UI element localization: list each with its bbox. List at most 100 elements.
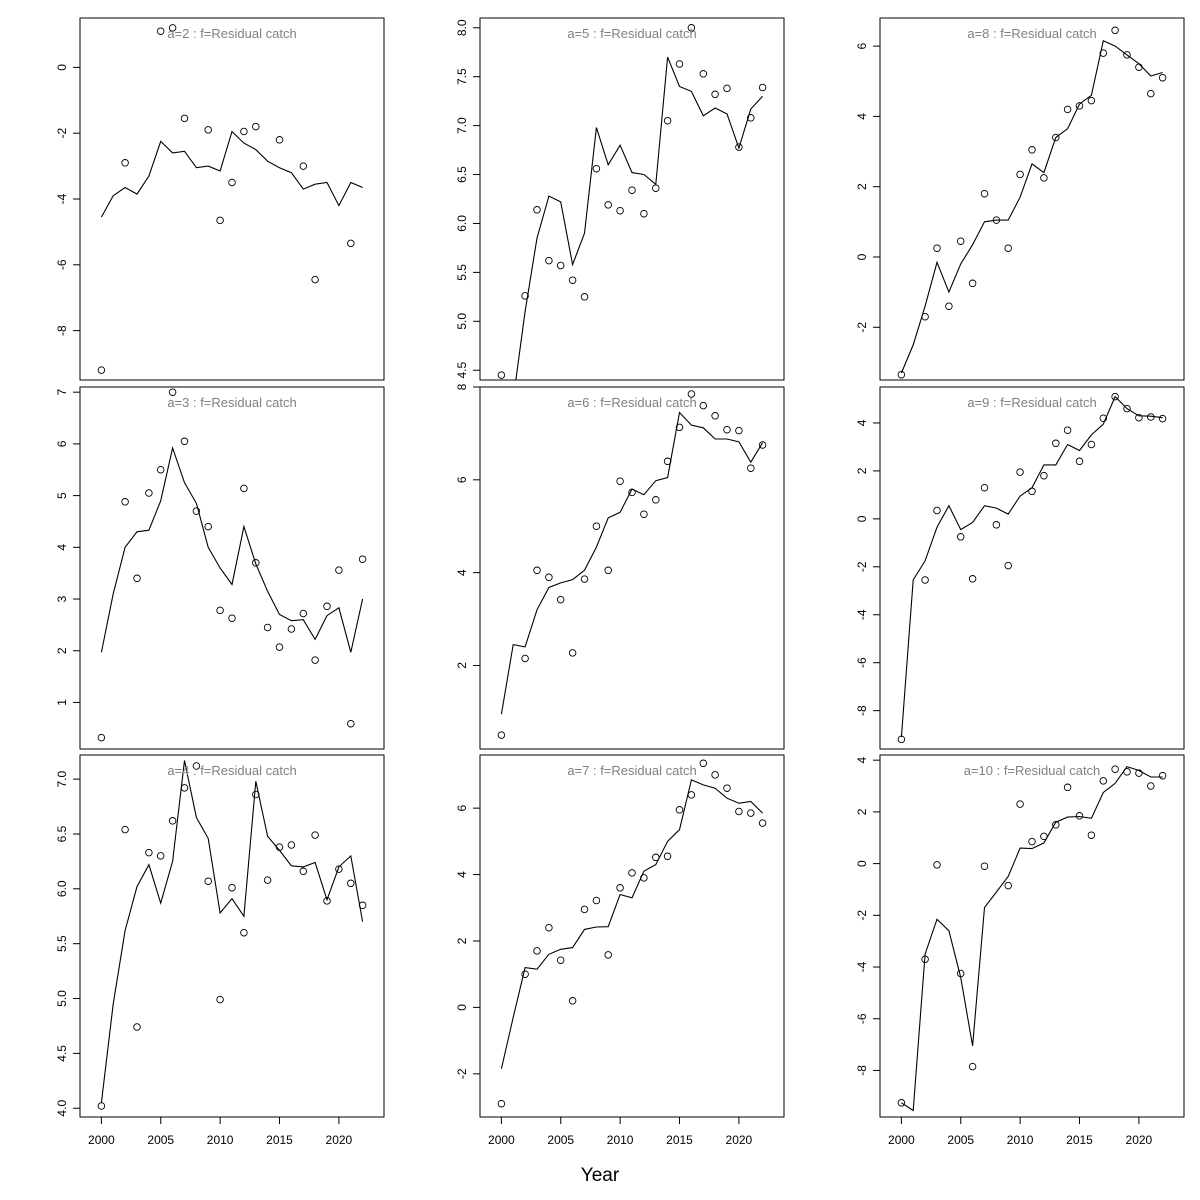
plot-frame — [79, 754, 385, 1118]
panel-title: a=6 : f=Residual catch — [567, 395, 696, 410]
panel-grid: -8 -6 -4 -2 0 a=2 : f=Residual catch 4.5 5.0 5.5… — [55, 17, 1185, 1147]
observed-point — [747, 809, 755, 817]
observed-point — [758, 441, 767, 449]
observed-point — [699, 759, 708, 768]
observed-point — [97, 733, 106, 742]
observed-point — [616, 206, 624, 215]
y-tick-label: -4 — [855, 961, 869, 972]
observed-point — [1135, 769, 1143, 777]
y-tick-label: 8 — [455, 383, 469, 390]
observed-point — [956, 237, 965, 245]
observed-point — [228, 178, 236, 187]
observed-point — [1063, 105, 1072, 114]
plot-frame — [479, 386, 785, 750]
y-tick-label: 0 — [855, 515, 869, 522]
observed-point — [204, 877, 212, 885]
observed-point — [616, 884, 624, 892]
observed-point — [723, 84, 731, 93]
y-tick-label: 7.0 — [455, 117, 469, 134]
observed-point — [156, 27, 165, 35]
observed-point — [640, 510, 648, 518]
observed-point — [299, 162, 308, 170]
observed-point — [275, 843, 284, 851]
y-tick-label: 5 — [55, 492, 69, 499]
observed-point — [699, 401, 708, 410]
observed-point — [180, 114, 189, 123]
observed-point — [521, 292, 529, 300]
x-tick-label: 2010 — [207, 1133, 234, 1147]
y-tick-label: 2 — [855, 467, 869, 474]
panel-title: a=9 : f=Residual catch — [967, 395, 1096, 410]
observed-point — [1147, 782, 1155, 790]
observed-point — [980, 483, 989, 492]
observed-point — [711, 90, 719, 99]
observed-point — [968, 279, 977, 288]
plot-frame — [79, 386, 385, 750]
observed-point — [747, 464, 755, 472]
chart-panel-5: 2 4 6 8 a=6 : f=Residual catch — [455, 383, 785, 750]
observed-point — [252, 559, 260, 567]
observed-point — [592, 164, 601, 173]
plot-data — [897, 765, 1167, 1112]
y-tick-label: 7.5 — [455, 68, 469, 85]
observed-point — [1123, 404, 1131, 413]
observed-point — [1016, 170, 1024, 179]
observed-point — [311, 656, 319, 664]
observed-point — [568, 276, 577, 284]
plot-frame — [879, 386, 1185, 750]
y-tick-label: 2 — [455, 937, 469, 944]
observed-point — [1087, 831, 1096, 839]
observed-point — [980, 189, 989, 198]
observed-point — [1075, 102, 1084, 110]
observed-point — [956, 969, 965, 978]
observed-point — [1135, 63, 1143, 71]
observed-point — [1040, 832, 1048, 841]
chart-panel-3: -2 0 2 4 6 a=8 : f=Residual catch — [855, 17, 1185, 381]
fitted-line — [100, 760, 364, 1103]
observed-point — [252, 122, 260, 131]
observed-point — [335, 566, 343, 574]
observed-point — [545, 256, 553, 265]
plot-frame — [879, 754, 1185, 1118]
observed-point — [545, 923, 553, 932]
y-tick-label: 8.0 — [455, 19, 469, 36]
fitted-line — [515, 56, 764, 380]
fitted-line — [900, 395, 1163, 738]
y-tick-label: 0 — [455, 1004, 469, 1011]
observed-point — [497, 371, 506, 379]
observed-point — [592, 896, 601, 905]
observed-point — [556, 595, 565, 604]
observed-point — [192, 762, 201, 770]
observed-point — [228, 614, 236, 622]
observed-point — [263, 876, 272, 884]
plot-data — [497, 24, 767, 380]
observed-point — [263, 623, 272, 632]
observed-point — [1075, 457, 1084, 466]
y-tick-label: -4 — [55, 193, 69, 204]
y-tick-label: 6 — [855, 42, 869, 49]
chart-panel-2: 4.5 5.0 5.5 6.0 6.5 7.0 7.5 8.0 a=5 : f=Residual… — [455, 17, 785, 381]
observed-point — [628, 869, 636, 877]
y-tick-label: 4 — [455, 569, 469, 576]
chart-panel-4: 1 2 3 4 5 6 7 a=3 : f=Residual catch — [55, 386, 385, 750]
observed-point — [275, 643, 284, 651]
y-tick-label: 4 — [855, 757, 869, 764]
observed-point — [956, 533, 965, 541]
observed-point — [1099, 777, 1108, 785]
y-tick-label: 1 — [55, 699, 69, 706]
observed-point — [687, 390, 696, 398]
observed-point — [1123, 51, 1131, 59]
observed-point — [497, 1099, 506, 1108]
x-tick-label: 2020 — [726, 1133, 753, 1147]
y-tick-label: -2 — [55, 128, 69, 139]
observed-point — [323, 897, 331, 905]
observed-point — [897, 735, 906, 744]
observed-point — [675, 806, 684, 814]
y-tick-label: 6 — [455, 476, 469, 483]
observed-point — [735, 143, 743, 151]
y-tick-label: 6 — [55, 440, 69, 447]
observed-point — [168, 817, 177, 825]
y-tick-label: 6.5 — [455, 166, 469, 183]
plot-data — [897, 26, 1167, 379]
observed-point — [652, 184, 660, 192]
